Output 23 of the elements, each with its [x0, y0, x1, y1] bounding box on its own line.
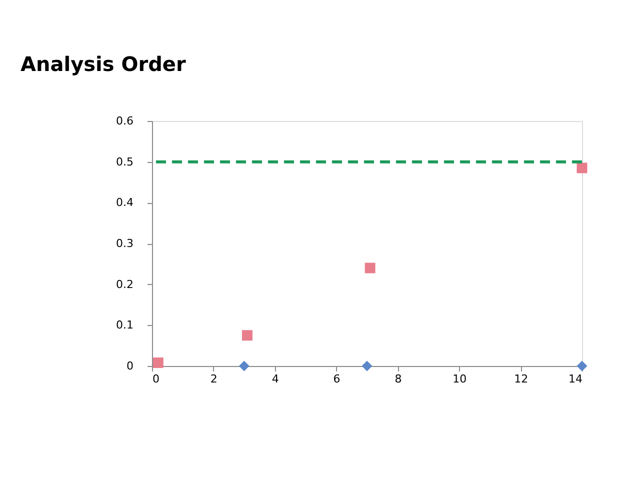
- y-tick-label: 0.1: [116, 318, 134, 332]
- y-tick-label: 0.6: [116, 114, 134, 128]
- point: [576, 162, 588, 174]
- point: [238, 360, 250, 372]
- x-tick-label: 6: [333, 372, 340, 386]
- x-tick-label: 4: [272, 372, 279, 386]
- point: [152, 357, 164, 368]
- y-tick-label: 0: [126, 360, 134, 372]
- y-tick-label: 0.2: [116, 278, 134, 291]
- point: [576, 360, 588, 372]
- x-tick-label: 8: [394, 372, 402, 386]
- x-tick-label: 14: [568, 372, 582, 386]
- y-tick-label: 0.5: [116, 155, 134, 168]
- x-tick-label: 12: [514, 372, 528, 386]
- chart-title: Analysis Order: [20, 52, 186, 76]
- point: [242, 330, 252, 341]
- x-tick-label: 2: [210, 372, 218, 386]
- y-tick-label: 0.4: [116, 196, 134, 210]
- point: [362, 360, 372, 372]
- point: [364, 262, 376, 274]
- x-tick-label: 10: [452, 372, 467, 386]
- x-tick-label: 0: [152, 372, 160, 386]
- y-tick-label: 0.3: [116, 237, 134, 250]
